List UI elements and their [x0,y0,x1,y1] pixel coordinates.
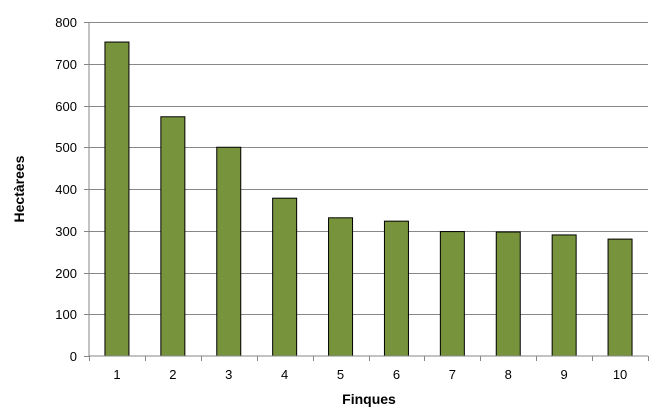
bar-5 [328,217,354,357]
y-tick-label: 400 [55,182,77,197]
x-axis-title: Finques [342,391,396,407]
bar-1 [104,41,130,357]
x-axis-tick-labels: 1 2 3 4 5 6 7 8 9 10 [113,367,627,382]
x-tick-label: 3 [225,367,232,382]
bar-6 [383,220,409,357]
y-axis-title: Hectàrees [11,155,27,222]
bar-2 [160,116,186,357]
y-tick-label: 300 [55,224,77,239]
x-tick-label: 6 [393,367,400,382]
x-axis-ticks [89,356,649,361]
y-axis-tick-labels: 0 100 200 300 400 500 600 700 800 [55,15,77,364]
x-tick-label: 1 [113,367,120,382]
y-tick-label: 0 [70,349,77,364]
x-tick-label: 5 [337,367,344,382]
bar-8 [495,231,521,357]
y-tick-label: 800 [55,15,77,30]
bar-7 [439,231,465,357]
x-tick-label: 7 [449,367,456,382]
x-tick-label: 8 [505,367,512,382]
bars [104,41,633,357]
y-axis-ticks [84,22,89,357]
y-tick-label: 100 [55,307,77,322]
y-tick-label: 700 [55,57,77,72]
bar-3 [216,146,242,357]
bar-9 [551,234,577,357]
x-tick-label: 9 [561,367,568,382]
x-tick-label: 4 [281,367,288,382]
y-tick-label: 500 [55,140,77,155]
bar-4 [272,197,298,357]
bar-10 [607,238,633,357]
x-tick-label: 2 [169,367,176,382]
y-tick-label: 200 [55,266,77,281]
y-tick-label: 600 [55,99,77,114]
x-tick-label: 10 [613,367,627,382]
